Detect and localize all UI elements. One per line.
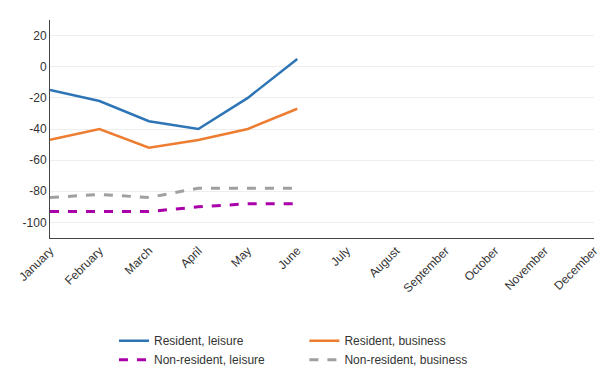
svg-text:October: October [461, 244, 501, 284]
svg-text:Non-resident, leisure: Non-resident, leisure [154, 353, 265, 367]
svg-text:August: August [366, 243, 403, 280]
svg-text:November: November [502, 244, 551, 293]
svg-text:January: January [16, 244, 56, 284]
svg-text:April: April [178, 244, 205, 271]
svg-text:July: July [328, 244, 353, 269]
svg-text:June: June [275, 244, 304, 273]
svg-text:Resident, business: Resident, business [344, 334, 445, 348]
svg-text:-80: -80 [29, 184, 47, 198]
svg-text:-40: -40 [29, 122, 47, 136]
svg-text:May: May [228, 244, 254, 270]
svg-text:Resident, leisure: Resident, leisure [154, 334, 244, 348]
svg-text:February: February [62, 244, 106, 288]
svg-text:December: December [551, 244, 600, 293]
svg-text:Non-resident, business: Non-resident, business [344, 353, 467, 367]
svg-text:20: 20 [33, 29, 47, 43]
svg-text:-60: -60 [29, 153, 47, 167]
svg-text:March: March [122, 244, 155, 277]
svg-text:-20: -20 [29, 91, 47, 105]
svg-text:-100: -100 [23, 216, 47, 230]
svg-text:September: September [401, 244, 452, 295]
svg-text:0: 0 [40, 60, 47, 74]
